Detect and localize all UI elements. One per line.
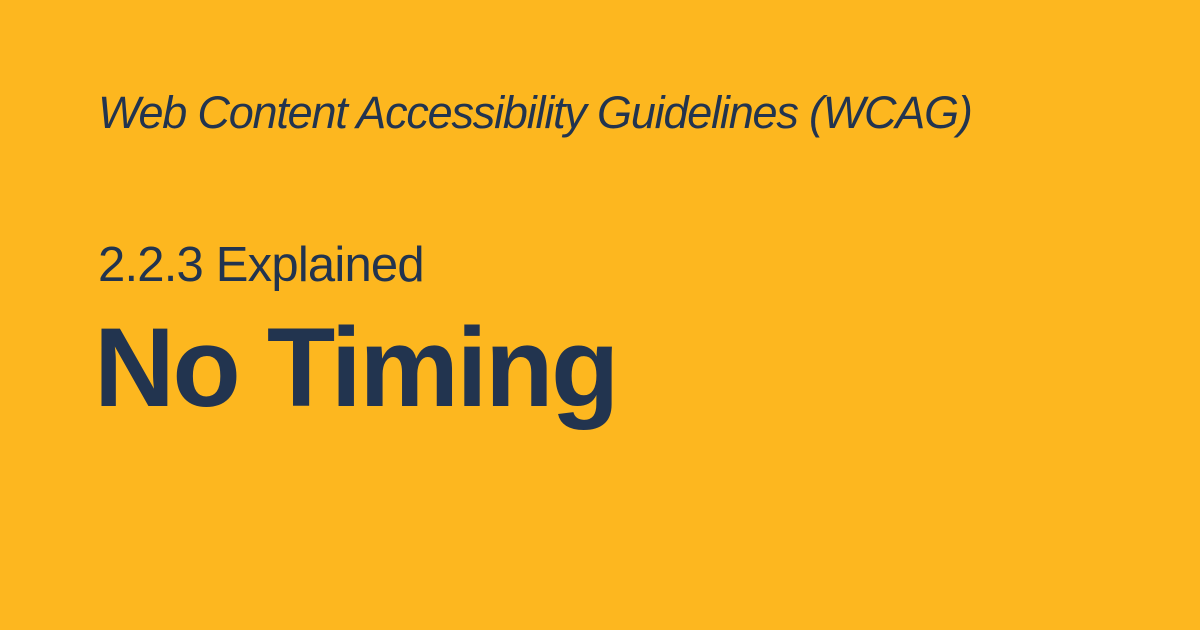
wcag-subtitle: Web Content Accessibility Guidelines (WC… bbox=[98, 87, 973, 138]
page-title: No Timing bbox=[94, 305, 619, 430]
section-label: 2.2.3 Explained bbox=[98, 238, 425, 292]
